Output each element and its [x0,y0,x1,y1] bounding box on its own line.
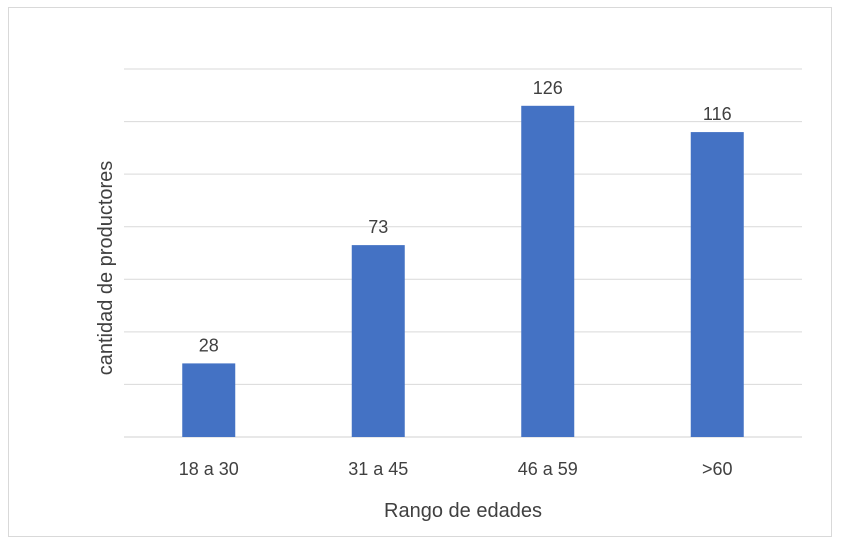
data-label: 116 [703,104,732,124]
bars [182,105,744,438]
x-tick-label: >60 [702,459,733,479]
y-axis-title: cantidad de productores [95,161,117,376]
x-tick-labels: 18 a 30 31 a 45 46 a 59 >60 [179,459,733,479]
bar [351,245,405,437]
gridlines [124,68,802,438]
bar [182,363,236,437]
x-tick-label: 18 a 30 [179,459,239,479]
x-axis-title: Rango de edades [384,500,542,522]
bar [521,105,575,438]
data-label: 73 [368,217,388,237]
data-labels: 28 73 126 116 [199,78,732,356]
bar [690,132,744,438]
x-tick-label: 46 a 59 [518,459,578,479]
data-label: 126 [533,78,563,98]
x-tick-label: 31 a 45 [348,459,408,479]
data-label: 28 [199,335,219,355]
